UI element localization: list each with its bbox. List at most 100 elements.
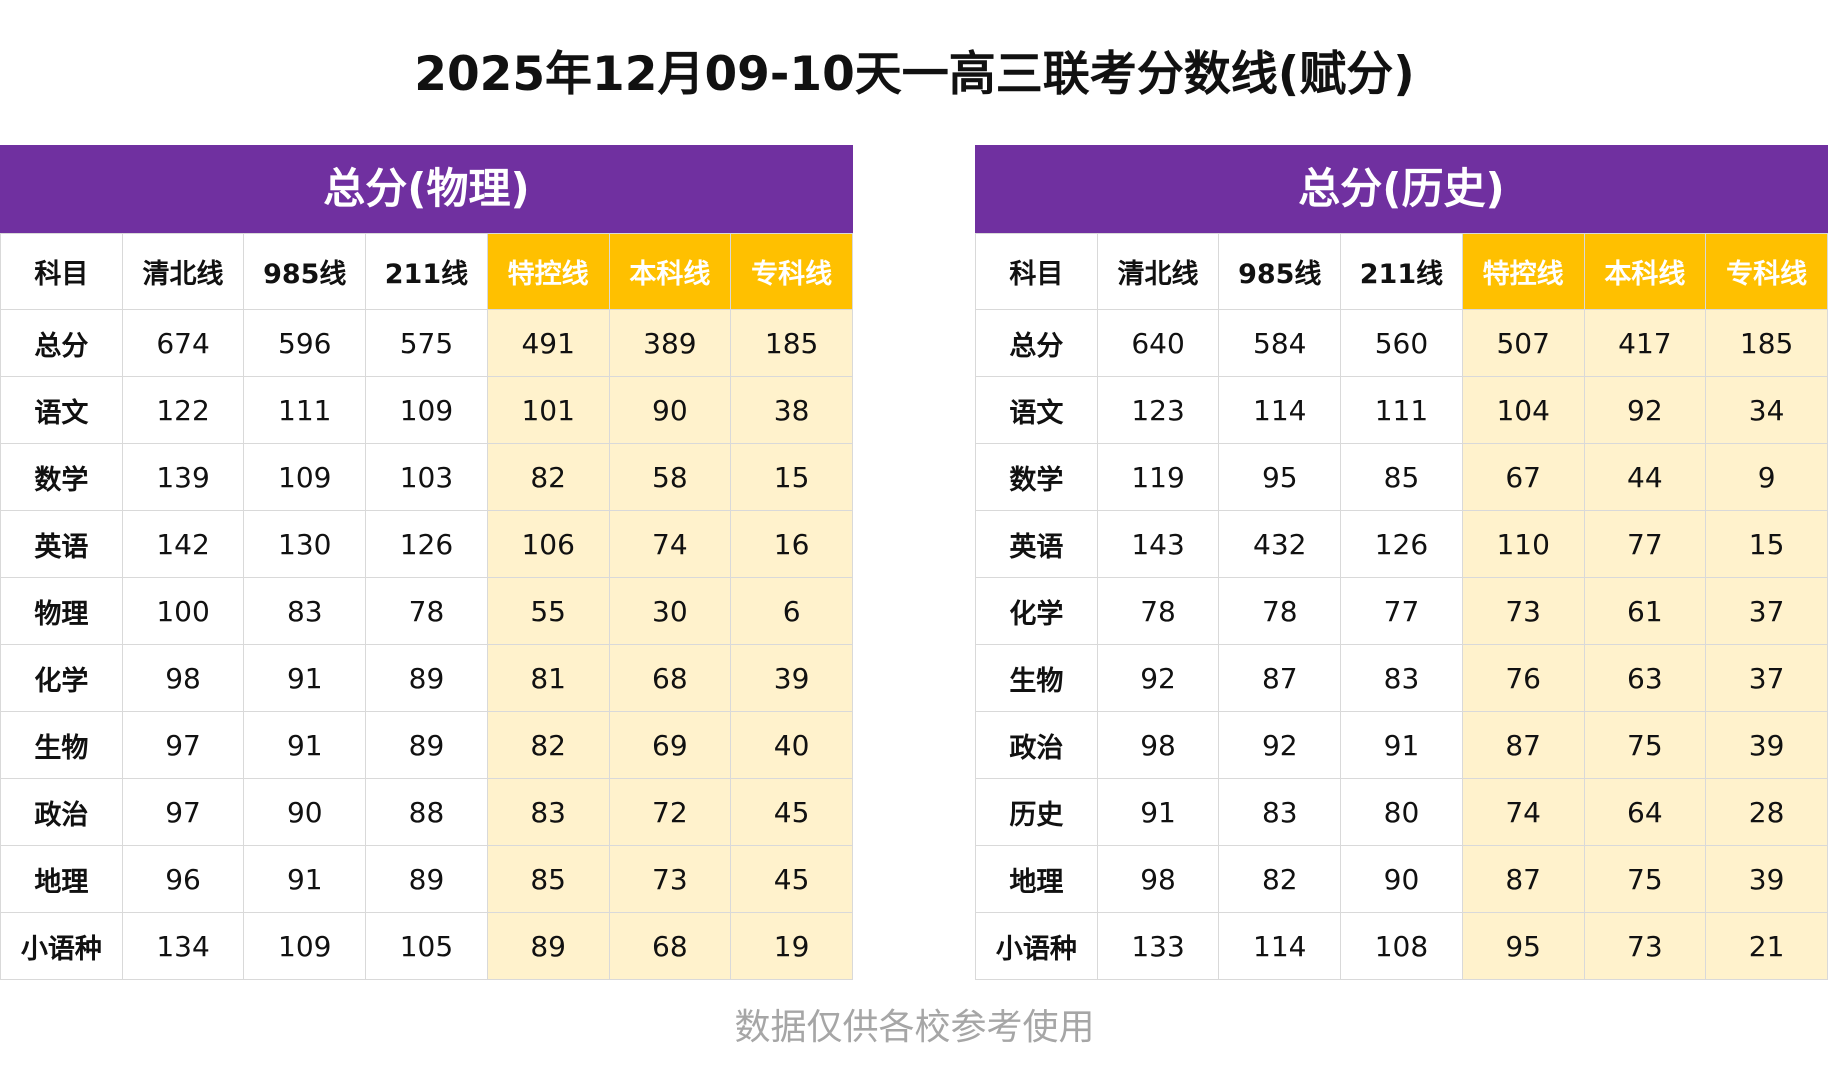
- score-cell: 114: [1218, 376, 1342, 444]
- score-cell: 109: [243, 912, 367, 980]
- subject-cell: 历史: [975, 778, 1098, 846]
- column-header-subject: 科目: [975, 233, 1098, 310]
- score-cell: 76: [1461, 644, 1585, 712]
- score-cell: 40: [730, 711, 853, 779]
- score-cell: 16: [730, 510, 853, 578]
- score-cell: 39: [1705, 845, 1828, 913]
- table-row: 总分 674 596 575 491 389 185: [0, 309, 853, 377]
- table-row: 政治 98 92 91 87 75 39: [975, 711, 1828, 779]
- score-cell: 109: [365, 376, 488, 444]
- score-cell: 91: [243, 845, 367, 913]
- score-cell: 95: [1218, 443, 1342, 511]
- score-cell: 39: [730, 644, 853, 712]
- score-cell: 114: [1218, 912, 1342, 980]
- score-cell: 101: [486, 376, 610, 444]
- score-cell: 82: [486, 711, 610, 779]
- score-cell: 596: [243, 309, 367, 377]
- subject-cell: 小语种: [0, 912, 123, 980]
- score-cell: 134: [121, 912, 245, 980]
- score-cell: 104: [1461, 376, 1585, 444]
- column-header: 985线: [1218, 233, 1342, 310]
- table-row: 英语 143 432 126 110 77 15: [975, 510, 1828, 578]
- score-cell: 133: [1096, 912, 1220, 980]
- score-rows: 总分 640 584 560 507 417 185 语文 123 114 111 104 92 34 数学…: [975, 309, 1828, 980]
- score-cell: 9: [1705, 443, 1828, 511]
- table-row: 生物 92 87 83 76 63 37: [975, 644, 1828, 712]
- subject-cell: 总分: [975, 309, 1098, 377]
- score-cell: 98: [1096, 845, 1220, 913]
- score-cell: 432: [1218, 510, 1342, 578]
- column-header: 清北线: [1096, 233, 1220, 310]
- score-cell: 72: [608, 778, 732, 846]
- table-row: 小语种 134 109 105 89 68 19: [0, 912, 853, 980]
- subject-cell: 化学: [975, 577, 1098, 645]
- score-cell: 77: [1340, 577, 1463, 645]
- score-cell: 98: [121, 644, 245, 712]
- score-cell: 80: [1340, 778, 1463, 846]
- score-cell: 491: [486, 309, 610, 377]
- score-cell: 91: [243, 644, 367, 712]
- table-row: 政治 97 90 88 83 72 45: [0, 778, 853, 846]
- score-cell: 100: [121, 577, 245, 645]
- footer-note: 数据仅供各校参考使用: [734, 1007, 1095, 1048]
- subject-cell: 化学: [0, 644, 123, 712]
- score-cell: 55: [486, 577, 610, 645]
- table-row: 语文 122 111 109 101 90 38: [0, 376, 853, 444]
- score-cell: 15: [1705, 510, 1828, 578]
- score-cell: 38: [730, 376, 853, 444]
- score-cell: 89: [486, 912, 610, 980]
- score-rows: 总分 674 596 575 491 389 185 语文 122 111 109 101 90 38 数学…: [0, 309, 853, 980]
- score-cell: 89: [365, 711, 488, 779]
- column-header: 专科线: [730, 233, 853, 310]
- subject-cell: 数学: [975, 443, 1098, 511]
- score-cell: 89: [365, 644, 488, 712]
- score-cell: 584: [1218, 309, 1342, 377]
- score-cell: 74: [1461, 778, 1585, 846]
- table-row: 小语种 133 114 108 95 73 21: [975, 912, 1828, 980]
- score-cell: 126: [365, 510, 488, 578]
- score-cell: 103: [365, 443, 488, 511]
- score-cell: 75: [1583, 845, 1707, 913]
- table-row: 历史 91 83 80 74 64 28: [975, 778, 1828, 846]
- column-header: 清北线: [121, 233, 245, 310]
- score-cell: 130: [243, 510, 367, 578]
- subject-cell: 生物: [0, 711, 123, 779]
- score-cell: 78: [1096, 577, 1220, 645]
- score-cell: 97: [121, 711, 245, 779]
- score-cell: 92: [1583, 376, 1707, 444]
- table-row: 总分 640 584 560 507 417 185: [975, 309, 1828, 377]
- score-cell: 87: [1461, 845, 1585, 913]
- page-title: 2025年12月09-10天一高三联考分数线(赋分): [414, 47, 1415, 102]
- subject-cell: 地理: [975, 845, 1098, 913]
- score-cell: 77: [1583, 510, 1707, 578]
- score-cell: 45: [730, 845, 853, 913]
- score-cell: 19: [730, 912, 853, 980]
- score-cell: 111: [243, 376, 367, 444]
- score-cell: 78: [1218, 577, 1342, 645]
- score-cell: 68: [608, 644, 732, 712]
- column-header: 特控线: [486, 233, 610, 310]
- score-cell: 89: [365, 845, 488, 913]
- score-cell: 95: [1461, 912, 1585, 980]
- table-header-physics: 总分(物理): [0, 145, 853, 233]
- column-header: 985线: [243, 233, 367, 310]
- score-cell: 73: [1461, 577, 1585, 645]
- table-row: 数学 119 95 85 67 44 9: [975, 443, 1828, 511]
- score-cell: 109: [243, 443, 367, 511]
- subject-cell: 生物: [975, 644, 1098, 712]
- subject-cell: 小语种: [975, 912, 1098, 980]
- score-cell: 67: [1461, 443, 1585, 511]
- score-cell: 73: [608, 845, 732, 913]
- score-cell: 68: [608, 912, 732, 980]
- score-cell: 69: [608, 711, 732, 779]
- score-cell: 58: [608, 443, 732, 511]
- score-cell: 73: [1583, 912, 1707, 980]
- score-cell: 185: [1705, 309, 1828, 377]
- subject-cell: 数学: [0, 443, 123, 511]
- table-header-history: 总分(历史): [975, 145, 1828, 233]
- column-header: 211线: [1340, 233, 1463, 310]
- table-row: 物理 100 83 78 55 30 6: [0, 577, 853, 645]
- score-cell: 21: [1705, 912, 1828, 980]
- table-row: 化学 98 91 89 81 68 39: [0, 644, 853, 712]
- score-cell: 98: [1096, 711, 1220, 779]
